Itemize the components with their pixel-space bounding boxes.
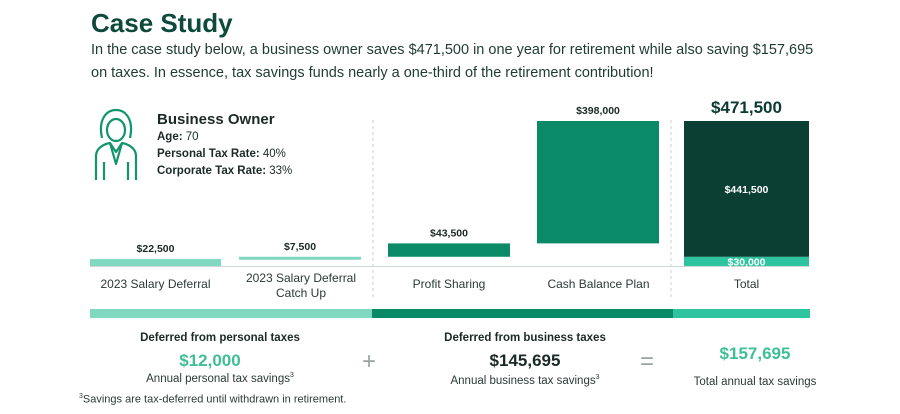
business-heading: Deferred from business taxes (444, 332, 606, 344)
personal-heading: Deferred from personal taxes (140, 332, 300, 344)
page-title: Case Study (91, 8, 233, 38)
bar-3 (537, 121, 659, 244)
owner-corporate-rate: Corporate Tax Rate: 33% (157, 165, 293, 177)
equals-sign: = (640, 348, 655, 375)
business-value: $145,695 (489, 351, 561, 370)
bar-label-1: $7,500 (284, 241, 316, 253)
footnote: 3Savings are tax-deferred until withdraw… (79, 393, 347, 406)
total-top-label: $441,500 (725, 184, 769, 196)
category-label-total: Total (733, 277, 760, 291)
owner-personal-rate: Personal Tax Rate: 40% (157, 148, 286, 160)
bar-0 (90, 259, 221, 266)
personal-value: $12,000 (179, 351, 241, 370)
owner-age: Age: 70 (157, 131, 199, 143)
business-sub: Annual business tax savings3 (450, 374, 600, 387)
category-label-salary-deferral: 2023 Salary Deferral (100, 277, 211, 291)
bar-1 (239, 256, 361, 260)
owner-name: Business Owner (157, 111, 275, 128)
total-savings-value: $157,695 (719, 344, 791, 363)
personal-sub: Annual personal tax savings3 (146, 372, 294, 385)
total-bar-top (684, 121, 809, 257)
total-label: $471,500 (711, 98, 782, 117)
bar-2 (388, 243, 510, 257)
businesswoman-icon (94, 108, 138, 180)
bar-label-3: $398,000 (576, 105, 620, 117)
total-bar-base (684, 256, 809, 266)
business-band (372, 309, 673, 318)
category-label-cash-balance: Cash Balance Plan (547, 277, 650, 291)
total-savings-sub: Total annual tax savings (693, 376, 817, 388)
bar-label-0: $22,500 (137, 243, 175, 255)
intro-text: In the case study below, a business owne… (91, 42, 814, 81)
total-band (673, 309, 810, 318)
category-label-profit-sharing: Profit Sharing (412, 277, 486, 291)
total-base-label: $30,000 (728, 256, 766, 268)
personal-band (90, 309, 372, 318)
category-label-catch-up: 2023 Salary Deferral Catch Up (245, 271, 357, 300)
bar-label-2: $43,500 (430, 227, 468, 239)
plus-sign: + (362, 348, 377, 375)
